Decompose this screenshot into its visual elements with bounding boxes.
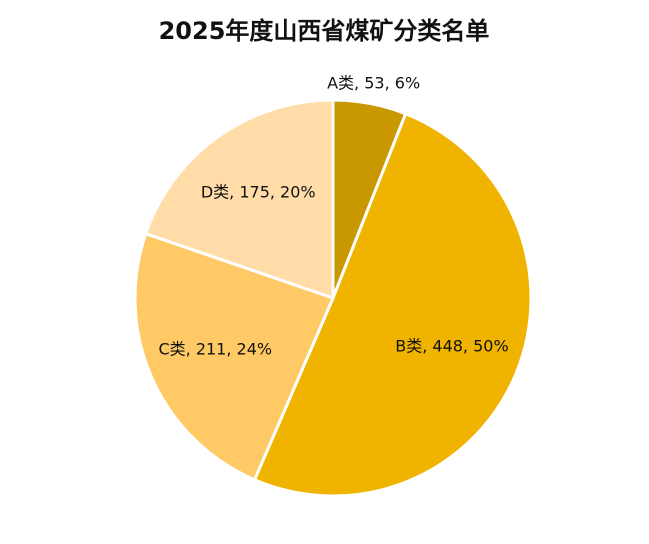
pie-slice [143,98,335,301]
data-label: B类, 448, 50% [395,337,508,356]
pie-slice [252,111,533,498]
data-label: D类, 175, 20% [201,183,316,202]
data-label: C类, 211, 24% [158,340,272,359]
chart-title: 2025年度山西省煤矿分类名单 [159,17,490,45]
data-label: A类, 53, 6% [327,74,420,93]
pie-slice [133,231,336,482]
